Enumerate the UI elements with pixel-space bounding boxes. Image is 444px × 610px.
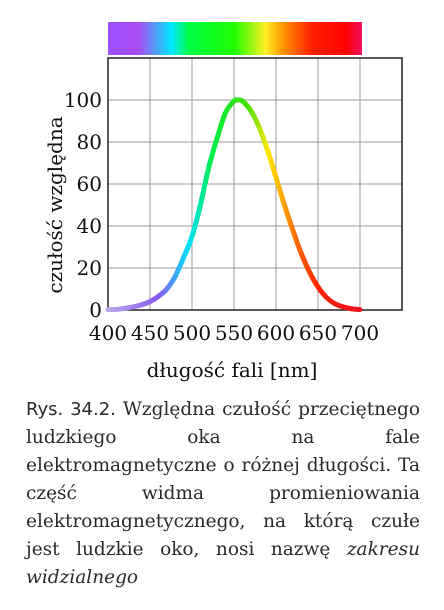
x-tick-label: 600 (257, 321, 295, 345)
plot-frame (107, 57, 403, 311)
sensitivity-curve (105, 97, 363, 313)
y-tick-label: 100 (64, 88, 102, 112)
caption-term: zakresu widzialnego (26, 539, 420, 588)
figure-number: Rys. 34.2. (26, 399, 116, 420)
y-tick-label: 40 (77, 214, 102, 238)
y-tick-label: 0 (89, 298, 102, 322)
x-tick-label: 500 (173, 321, 211, 345)
x-tick-label: 450 (131, 321, 169, 345)
sensitivity-chart: 400 450 500 550 600 650 700 0 20 40 60 80 100 długo… (43, 22, 403, 382)
x-tick-label: 400 (89, 321, 127, 345)
y-axis-label: czułość względna (43, 116, 67, 293)
figure-caption: Rys. 34.2. Względna czułość przeciętnego… (26, 396, 420, 592)
caption-text: Względna czułość przeciętnego ludzkiego … (26, 399, 421, 560)
y-tick-label: 80 (77, 130, 102, 154)
y-tick-label: 60 (77, 172, 102, 196)
y-tick-label: 20 (77, 256, 102, 280)
visible-spectrum-bar (108, 22, 362, 55)
x-tick-label: 550 (215, 321, 253, 345)
x-axis-label: długość fali [nm] (147, 358, 318, 382)
x-tick-label: 700 (341, 321, 379, 345)
x-tick-label: 650 (299, 321, 337, 345)
